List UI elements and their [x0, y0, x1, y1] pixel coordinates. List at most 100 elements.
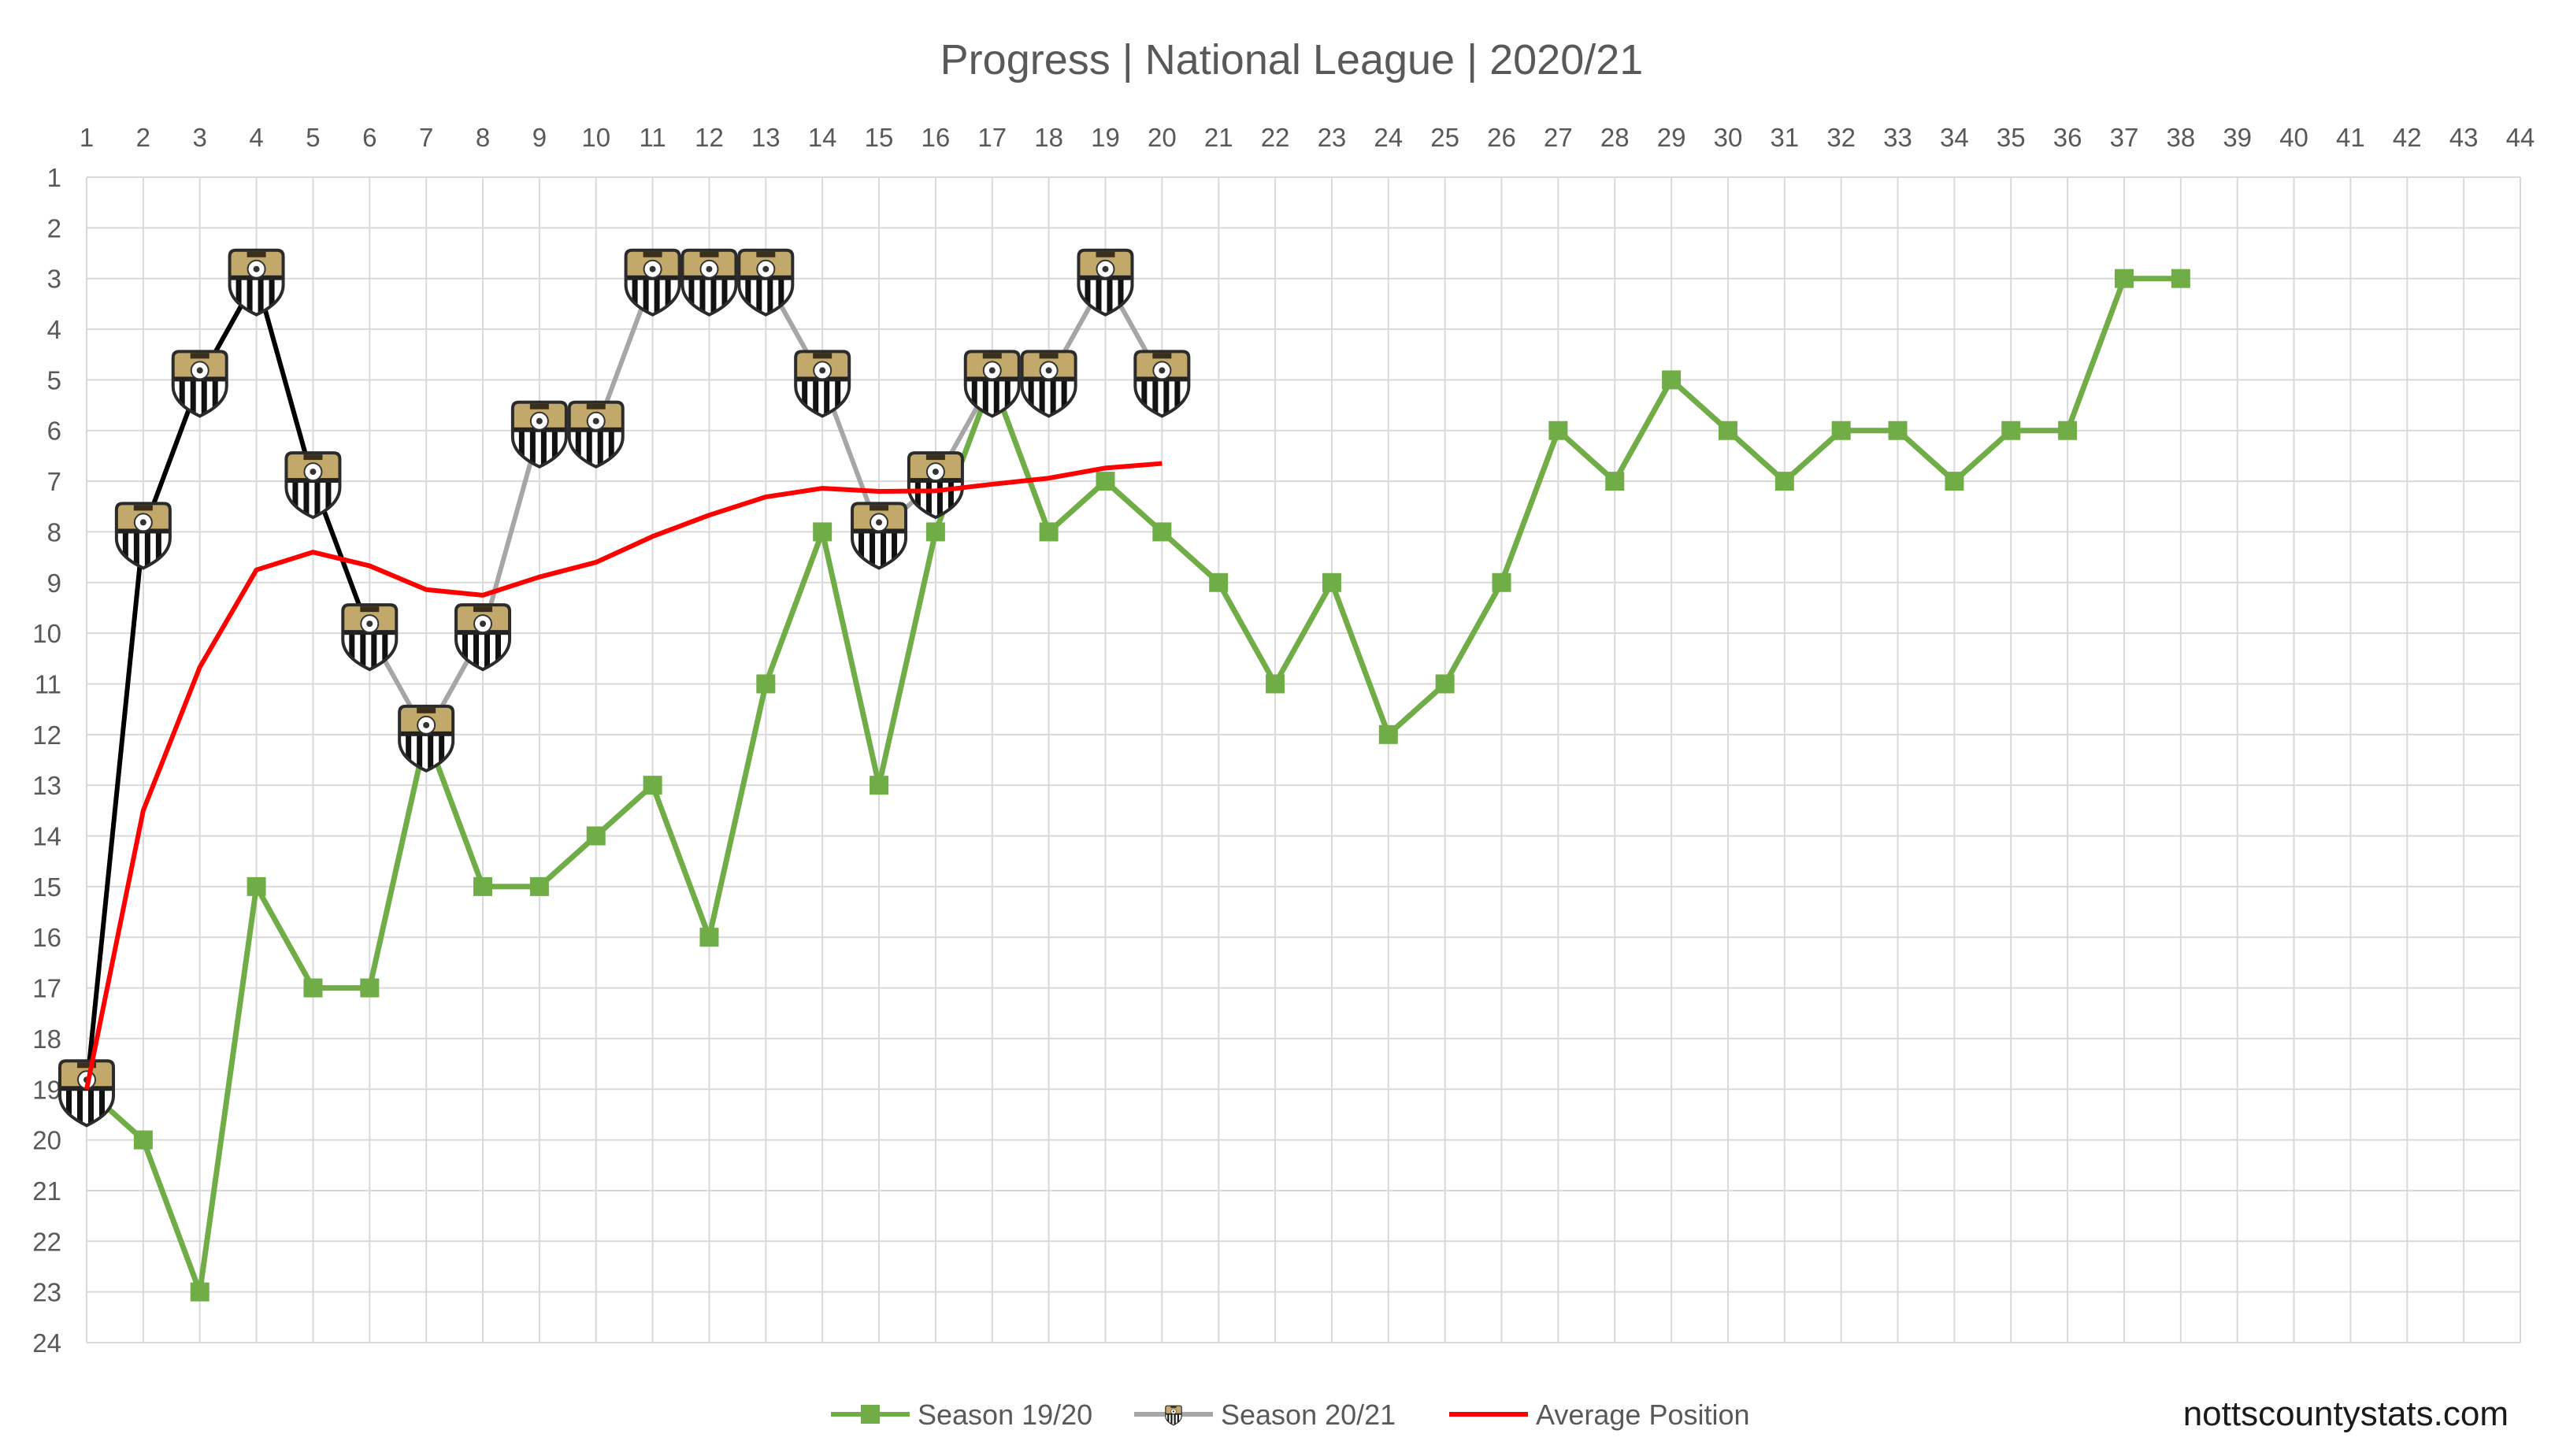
season-19-20-point	[2171, 269, 2190, 288]
x-tick-label: 32	[1826, 123, 1856, 152]
x-tick-label: 11	[639, 123, 666, 152]
x-tick-label: 14	[808, 123, 837, 152]
y-tick-label: 15	[32, 872, 61, 902]
y-tick-label: 13	[32, 771, 61, 800]
season-20-21-crest-icon	[795, 351, 849, 417]
season-20-21-crest-icon	[286, 453, 339, 519]
series-season-20-21	[60, 250, 1189, 1128]
x-tick-label: 19	[1091, 123, 1120, 152]
y-tick-label: 1	[47, 163, 61, 192]
x-tick-label: 25	[1430, 123, 1459, 152]
y-tick-label: 6	[47, 417, 61, 446]
season-20-21-crest-icon	[513, 402, 566, 469]
y-tick-label: 7	[47, 467, 61, 496]
x-tick-label: 38	[2166, 123, 2195, 152]
season-19-20-point	[699, 928, 719, 947]
y-tick-label: 16	[32, 923, 61, 952]
x-tick-label: 28	[1600, 123, 1630, 152]
x-tick-label: 41	[2336, 123, 2365, 152]
y-tick-label: 23	[32, 1278, 61, 1307]
y-tick-label: 2	[47, 213, 61, 243]
season-19-20-point	[1378, 724, 1398, 744]
x-tick-label: 22	[1261, 123, 1290, 152]
y-tick-label: 24	[32, 1328, 61, 1358]
x-tick-label: 15	[865, 123, 894, 152]
y-tick-label: 5	[47, 365, 61, 395]
season-19-20-point	[1774, 472, 1794, 491]
y-tick-label: 11	[35, 669, 61, 698]
season-19-20-point	[2001, 420, 2021, 440]
y-tick-label: 17	[32, 974, 61, 1003]
season-19-20-point	[1888, 420, 1908, 440]
season-20-21-crest-icon	[230, 250, 284, 317]
x-tick-label: 7	[419, 123, 433, 152]
x-tick-label: 39	[2223, 123, 2252, 152]
season-20-21-crest-icon	[343, 605, 396, 671]
season-20-21-crest-icon	[1022, 351, 1076, 417]
y-tick-label: 10	[32, 619, 61, 648]
x-tick-label: 36	[2053, 123, 2082, 152]
y-tick-label: 4	[47, 315, 61, 344]
x-tick-label: 37	[2110, 123, 2139, 152]
season-20-21-crest-icon	[60, 1061, 113, 1127]
legend-label: Average Position	[1536, 1399, 1750, 1431]
season-19-20-point	[1492, 572, 1511, 592]
season-19-20-point	[529, 876, 549, 896]
season-20-21-crest-icon	[456, 605, 510, 671]
x-tick-label: 44	[2506, 123, 2535, 152]
season-19-20-point	[1548, 420, 1568, 440]
x-tick-label: 24	[1374, 123, 1403, 152]
legend-item-2: Average Position	[1449, 1399, 1750, 1431]
y-tick-label: 18	[32, 1024, 61, 1054]
x-tick-label: 9	[532, 123, 547, 152]
x-tick-label: 3	[193, 123, 207, 152]
x-tick-label: 43	[2449, 123, 2479, 152]
season-20-21-crest-icon	[966, 351, 1019, 417]
season-19-20-point	[870, 776, 889, 795]
x-tick-label: 31	[1770, 123, 1799, 152]
season-19-20-point	[1662, 370, 1682, 390]
season-19-20-point	[813, 522, 833, 542]
season-19-20-point	[360, 978, 380, 998]
season-19-20-point	[1039, 522, 1059, 542]
season-19-20-point	[756, 674, 776, 694]
series-layer	[60, 250, 2190, 1302]
season-19-20-point	[2058, 420, 2078, 440]
season-20-21-crest-icon	[1135, 351, 1189, 417]
x-tick-label: 5	[306, 123, 320, 152]
x-tick-label: 23	[1318, 123, 1347, 152]
x-tick-label: 4	[249, 123, 263, 152]
season-19-20-point	[1605, 472, 1625, 491]
legend-label: Season 19/20	[918, 1399, 1092, 1431]
season-20-21-crest-icon	[682, 250, 736, 317]
average-position-line	[84, 461, 1163, 1090]
x-tick-label: 18	[1034, 123, 1063, 152]
y-tick-label: 9	[47, 569, 61, 598]
season-19-20-point	[1266, 674, 1285, 694]
season-20-21-crest-icon	[399, 706, 453, 772]
x-tick-label: 1	[80, 123, 94, 152]
season-20-21-crest-icon	[569, 402, 623, 469]
x-tick-label: 42	[2393, 123, 2422, 152]
x-tick-label: 21	[1204, 123, 1233, 152]
season-19-20-point	[643, 776, 662, 795]
season-19-20-point	[133, 1130, 153, 1150]
season-20-21-crest-icon	[852, 503, 906, 569]
y-tick-label: 8	[47, 517, 61, 546]
season-20-21-crest-icon	[117, 503, 170, 569]
season-20-21-crest-icon	[739, 250, 792, 317]
season-19-20-point	[1831, 420, 1851, 440]
x-tick-label: 12	[695, 123, 724, 152]
x-tick-label: 40	[2279, 123, 2308, 152]
season-20-21-crest-icon	[173, 351, 227, 417]
x-tick-label: 6	[362, 123, 376, 152]
x-tick-label: 29	[1657, 123, 1686, 152]
season-19-20-point	[1209, 572, 1229, 592]
legend: Season 19/20 Season 20/21 Average Position	[831, 1399, 1750, 1431]
x-tick-label: 10	[581, 123, 610, 152]
season-19-20-point	[586, 826, 606, 846]
season-19-20-point	[1718, 420, 1737, 440]
